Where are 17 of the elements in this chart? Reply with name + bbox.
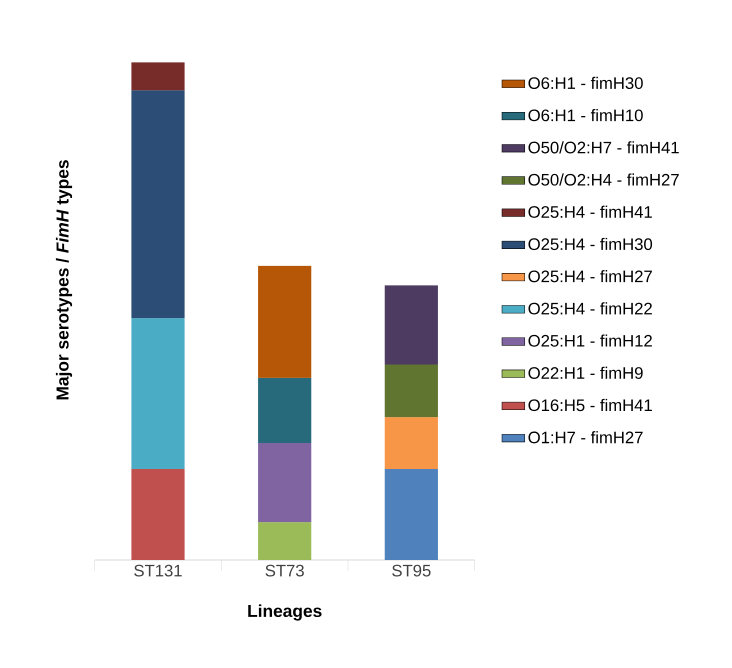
legend-label: O6:H1 - fimH10	[528, 109, 643, 122]
x-tick-label: ST73	[266, 564, 304, 577]
legend-label: O25:H4 - fimH22	[528, 302, 652, 315]
legend-label: O25:H1 - fimH12	[528, 334, 652, 347]
x-tick-label: ST131	[134, 564, 182, 577]
legend-label: O25:H4 - fimH30	[528, 238, 652, 250]
x-tick-label: ST95	[392, 564, 431, 577]
legend-label: O25:H4 - fimH27	[528, 270, 652, 282]
legend-label: O22:H1 - fimH9	[528, 366, 643, 379]
legend-label: O50/O2:H7 - fimH41	[528, 141, 679, 154]
x-axis-title: Lineages	[248, 604, 322, 621]
legend-label: O16:H5 - fimH41	[528, 398, 652, 412]
legend-label: O1:H7 - fimH27	[528, 431, 643, 444]
legend-label: O25:H4 - fimH41	[528, 206, 652, 218]
legend-label: O6:H1 - fimH30	[528, 76, 643, 90]
y-axis-title: Major serotypes / FimH types	[56, 160, 72, 400]
legend-label: O50/O2:H4 - fimH27	[528, 173, 679, 186]
